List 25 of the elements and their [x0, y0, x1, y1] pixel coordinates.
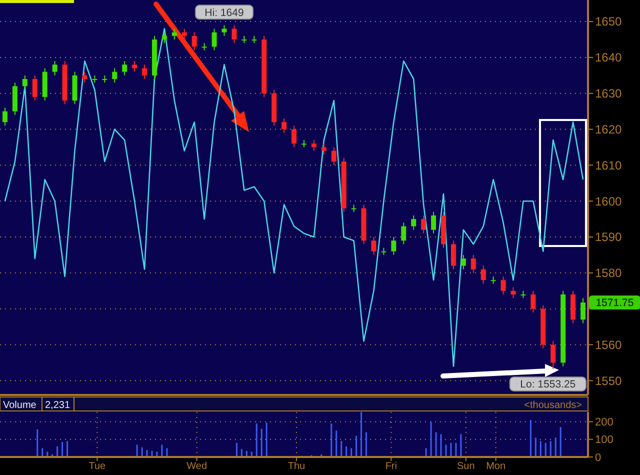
text: 2,231 [45, 400, 70, 411]
y-tick-label: 200 [595, 416, 614, 429]
y-tick-label: 1650 [595, 14, 622, 29]
y-tick-label: 0 [595, 452, 602, 464]
text: Volume [3, 400, 37, 411]
y-tick-label: 1580 [595, 266, 622, 280]
annotation: Lo: 1553.25 [520, 378, 576, 391]
annotation: Hi: 1649 [204, 6, 244, 19]
y-tick-label: 1600 [595, 194, 622, 208]
y-tick-label: 1610 [595, 158, 622, 172]
x-tick-label: Thu [288, 461, 306, 472]
x-tick-label: Tue [88, 461, 106, 472]
y-tick-label: 1590 [595, 230, 622, 244]
x-tick-label: Fri [385, 461, 398, 472]
y-tick-label: 1560 [595, 338, 622, 352]
x-tick-label: Mon [486, 461, 506, 472]
y-tick-label: 100 [595, 434, 614, 446]
y-tick-label: 1550 [595, 374, 622, 388]
text: 1571.75 [596, 297, 634, 310]
x-tick-label: Wed [186, 461, 208, 472]
y-tick-label: 1630 [595, 86, 622, 101]
y-tick-label: 1640 [595, 50, 622, 65]
text: <thousands> [524, 400, 582, 411]
y-tick-label: 1620 [595, 122, 622, 136]
x-tick-label: Sun [457, 461, 475, 472]
